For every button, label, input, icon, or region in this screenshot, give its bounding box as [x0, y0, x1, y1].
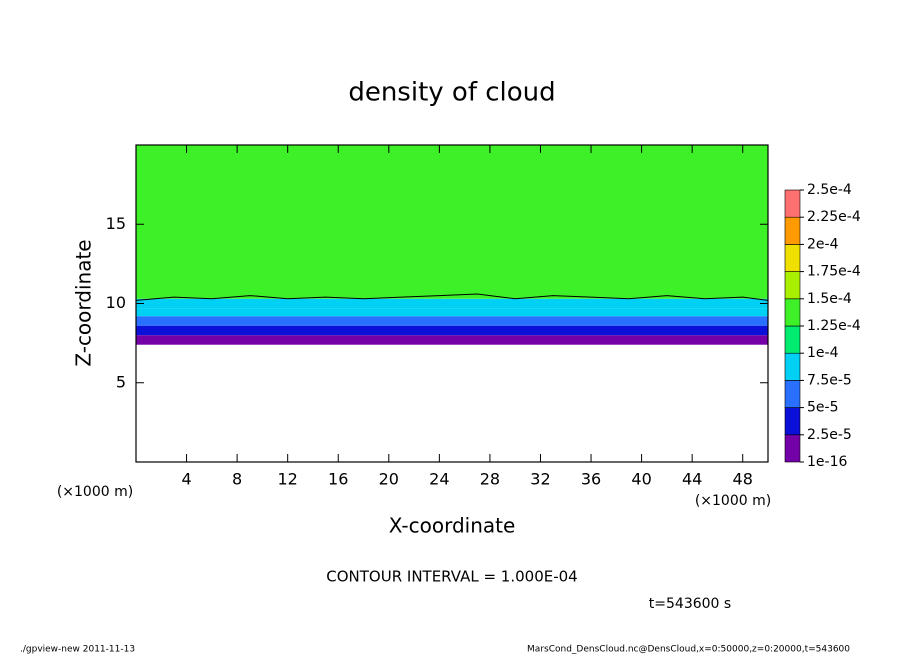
colorbar-swatch — [784, 298, 801, 327]
colorbar-label: 1e-4 — [807, 345, 839, 361]
contour-note: CONTOUR INTERVAL = 1.000E-04 — [326, 568, 577, 586]
colorbar-swatch — [784, 380, 801, 408]
field-band — [136, 316, 768, 326]
x-tick-label: 24 — [429, 470, 449, 489]
y-tick-label: 15 — [106, 214, 126, 233]
x-tick-label: 40 — [631, 470, 651, 489]
contour-line — [135, 293, 769, 301]
colorbar-swatch — [784, 434, 801, 463]
x-tick-label: 12 — [278, 470, 298, 489]
colorbar-label: 2.25e-4 — [807, 209, 861, 225]
colorbar-swatch — [784, 271, 801, 300]
time-label: t=543600 s — [649, 596, 731, 612]
colorbar-label: 2e-4 — [807, 236, 839, 252]
colorbar-label: 1e-16 — [807, 454, 847, 470]
colorbar-swatch — [784, 244, 801, 272]
y-tick-label: 5 — [116, 372, 126, 391]
colorbar-swatch — [784, 325, 801, 354]
x-unit: (×1000 m) — [695, 493, 771, 509]
colorbar-swatch — [784, 189, 801, 218]
x-axis-label: X-coordinate — [389, 514, 516, 538]
x-tick-label: 32 — [530, 470, 550, 489]
x-tick-label: 4 — [181, 470, 191, 489]
x-tick-label: 28 — [480, 470, 500, 489]
y-unit: (×1000 m) — [57, 484, 133, 500]
x-tick-label: 8 — [232, 470, 242, 489]
colorbar-swatch — [784, 352, 801, 381]
x-tick-label: 44 — [682, 470, 702, 489]
colorbar-swatch — [784, 407, 801, 436]
colorbar-label: 1.75e-4 — [807, 264, 861, 280]
colorbar-label: 1.5e-4 — [807, 291, 852, 307]
colorbar-label: 1.25e-4 — [807, 318, 861, 334]
field-band — [136, 308, 768, 317]
x-tick-label: 36 — [581, 470, 601, 489]
y-tick-label: 10 — [106, 293, 126, 312]
field-band — [136, 145, 768, 299]
colorbar-label: 7.5e-5 — [807, 372, 852, 388]
field-band — [136, 298, 768, 309]
field-band — [136, 335, 768, 345]
colorbar-label: 2.5e-4 — [807, 182, 852, 198]
x-tick-label: 20 — [379, 470, 399, 489]
colorbar-label: 5e-5 — [807, 400, 838, 416]
field-band — [136, 325, 768, 336]
x-tick-label: 16 — [328, 470, 348, 489]
chart-title: density of cloud — [348, 78, 555, 108]
colorbar-swatch — [784, 216, 801, 245]
x-tick-label: 48 — [733, 470, 753, 489]
footer-left: ./gpview-new 2011-11-13 — [20, 645, 135, 654]
colorbar-label: 2.5e-5 — [807, 427, 852, 443]
y-axis-label: Z-coordinate — [72, 239, 96, 366]
footer-right: MarsCond_DensCloud.nc@DensCloud,x=0:5000… — [527, 645, 850, 654]
